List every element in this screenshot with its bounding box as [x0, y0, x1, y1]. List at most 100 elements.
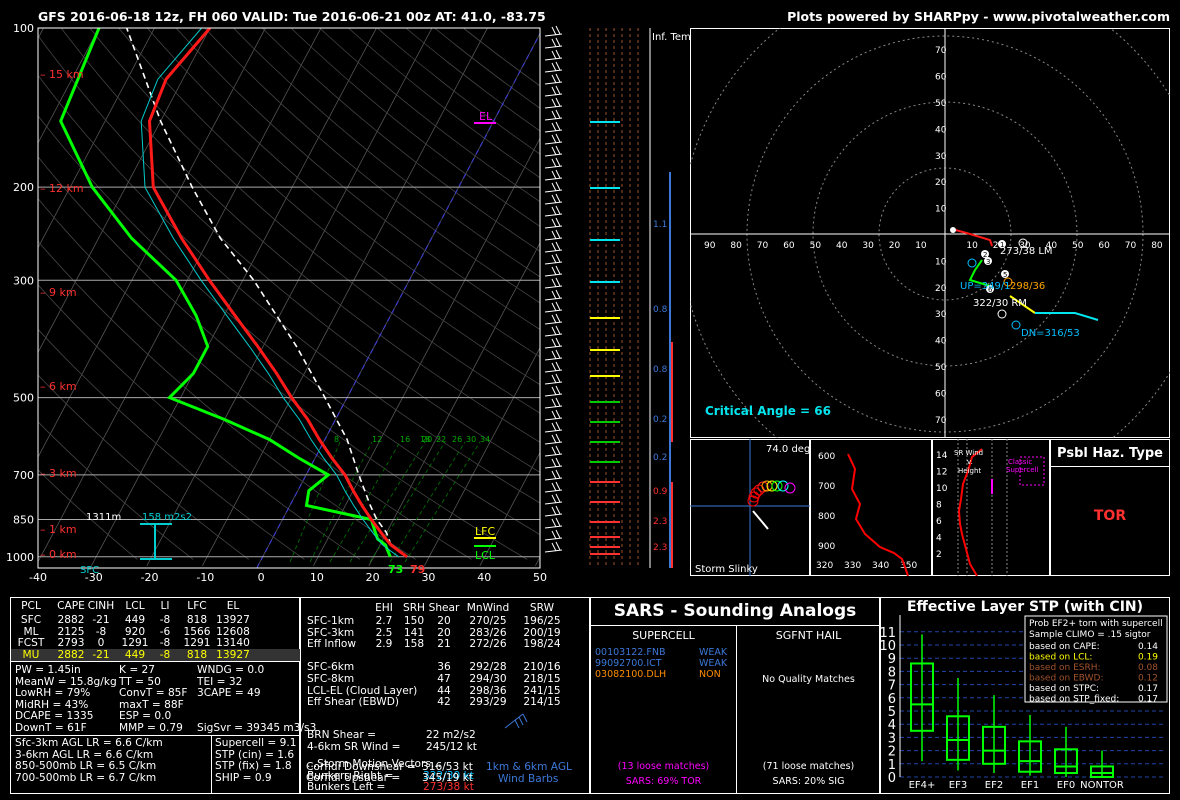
kinematics-layer-name: LCL-EL (Cloud Layer)	[307, 684, 418, 697]
temp-tick-label: -30	[85, 571, 103, 584]
kinematics-cell: 200/19	[523, 626, 561, 639]
lapse-rate-row: 700-500mb LR = 6.7 C/km	[15, 771, 157, 784]
kinematics-header: SRH	[402, 602, 426, 614]
pressure-label: 1000	[6, 551, 34, 564]
wind-barb	[544, 181, 563, 193]
index-cell: 3CAPE = 49	[197, 687, 261, 699]
kinematics-cell: 47	[437, 673, 451, 685]
parcel-cell: 818	[186, 614, 208, 626]
kinematics-layer-name: Eff Shear (EBWD)	[307, 696, 400, 709]
index-cell: PW = 1.45in	[15, 664, 81, 676]
dewpoint-trace	[59, 28, 392, 558]
sars-loose-right: (71 loose matches)	[762, 761, 855, 772]
kinematics-cell: 210/16	[523, 661, 561, 674]
wind-barb	[544, 169, 563, 181]
height-label: – 3 km	[40, 467, 77, 480]
dry-adiabat	[175, 28, 540, 330]
parcel-cell: 2882	[57, 648, 85, 661]
wind-barb	[544, 337, 563, 349]
dry-adiabat	[38, 240, 417, 560]
hodo-ring-label-north: 70	[935, 46, 947, 56]
wind-barb	[544, 469, 563, 481]
stp-box	[982, 725, 1006, 765]
wind-barb	[544, 505, 563, 517]
kinematics-cell: 2.5	[375, 626, 393, 639]
parcel-cell: CAPE	[57, 600, 85, 612]
stp-legend-label: based on STPC:	[1029, 684, 1099, 694]
wind-barb	[544, 421, 563, 433]
stp-legend-value: 0.17	[1138, 695, 1158, 705]
dry-adiabat	[38, 374, 249, 560]
stp-x-label: EF4+	[909, 780, 936, 791]
stp-legend-value: 0.17	[1138, 684, 1158, 694]
srwind-y-tick: 6	[936, 517, 942, 527]
sounding-title: GFS 2016-06-18 12z, FH 060 VALID: Tue 20…	[38, 9, 546, 24]
kinematics-cell: 214/15	[523, 696, 561, 709]
pressure-label: 300	[13, 274, 34, 287]
isotherms	[38, 28, 540, 568]
kinematics-layer-name: Eff Inflow	[307, 638, 357, 651]
composite-row: Supercell = 9.1	[215, 737, 297, 749]
wind-barb	[544, 61, 563, 73]
kinematics-cell: 36	[437, 661, 451, 674]
parcel-cell: 1291	[121, 637, 149, 649]
barb-icons	[504, 713, 528, 729]
wind-barb	[544, 49, 563, 61]
sr-wind-value: 245/12 kt	[426, 741, 477, 753]
kinematics-cell: 150	[403, 615, 425, 627]
hodo-ring-label-west: 90	[704, 241, 716, 251]
el-label: EL	[479, 110, 493, 123]
wind-barb	[544, 529, 563, 541]
wind-barb	[544, 517, 563, 529]
stp-x-label: EF0	[1057, 780, 1075, 791]
index-cell: maxT = 88F	[119, 698, 184, 711]
height-label: – 1 km	[40, 523, 77, 536]
stp-legend-box	[1024, 615, 1168, 703]
wind-barb	[544, 289, 563, 301]
index-cell: DownT = 61F	[15, 721, 87, 734]
parcel-cell: LI	[160, 600, 170, 612]
dry-adiabat	[233, 28, 540, 278]
mixing-ratio-line	[309, 441, 373, 563]
slinky-tilt-line	[752, 510, 769, 530]
sars-hail-header: SGFNT HAIL	[775, 629, 842, 642]
corfidi-down-label: Corfidi Downshear =	[306, 761, 416, 773]
parcel-cell: 1291	[183, 637, 211, 649]
mixing-ratio-line	[389, 441, 466, 563]
wind-barb	[544, 97, 563, 109]
mixing-ratio-label: 12	[372, 435, 382, 444]
wind-barb	[544, 133, 563, 145]
kinematics-header: MnWind	[466, 602, 510, 614]
hodo-height-marker	[981, 250, 989, 258]
hodo-ring-label-west: 40	[836, 241, 848, 251]
parcel-cell: -21	[92, 614, 110, 626]
hodo-height-marker-label: 5	[1003, 271, 1007, 279]
sars-match-class: WEAK	[699, 647, 728, 658]
stp-legend-sub: Sample CLIMO = .15 sigtor	[1029, 630, 1151, 640]
kinematics-cell: 141	[403, 626, 425, 639]
parcel-row: SFC 2882 -21 449 -8 818 13927	[11, 614, 301, 626]
isotherm	[38, 28, 322, 563]
dry-adiabat	[261, 28, 540, 252]
dry-adiabat	[60, 28, 540, 443]
parcel-cell: -8	[159, 637, 171, 649]
stp-y-tick: 11	[880, 626, 896, 641]
sars-match-class: WEAK	[699, 658, 728, 669]
dry-adiabat	[204, 28, 540, 304]
inferred-temp-strip: 1.1 0.8 0.8 0.2 0.2 0.9 2.3 2.3	[589, 28, 673, 568]
hodo-height-marker	[1001, 270, 1009, 278]
wind-barb	[544, 397, 563, 409]
dry-adiabat	[38, 421, 194, 560]
bunkers-right-label: Bunkers Right =	[307, 770, 394, 782]
hodograph-segment	[1009, 295, 1036, 314]
kinematics-layer-name: SFC-8km	[307, 673, 355, 685]
stp-box	[1018, 740, 1042, 773]
hodo-ring-label-north: 50	[935, 99, 947, 109]
isotherm	[479, 451, 540, 566]
freezing-isotherm	[256, 32, 540, 568]
bunkers-left-value: 273/38 kt	[423, 781, 474, 793]
parcel-cell: 449	[124, 614, 146, 626]
rm-label: 322/30 RM	[973, 298, 1027, 309]
stp-y-tick: 10	[880, 639, 896, 654]
